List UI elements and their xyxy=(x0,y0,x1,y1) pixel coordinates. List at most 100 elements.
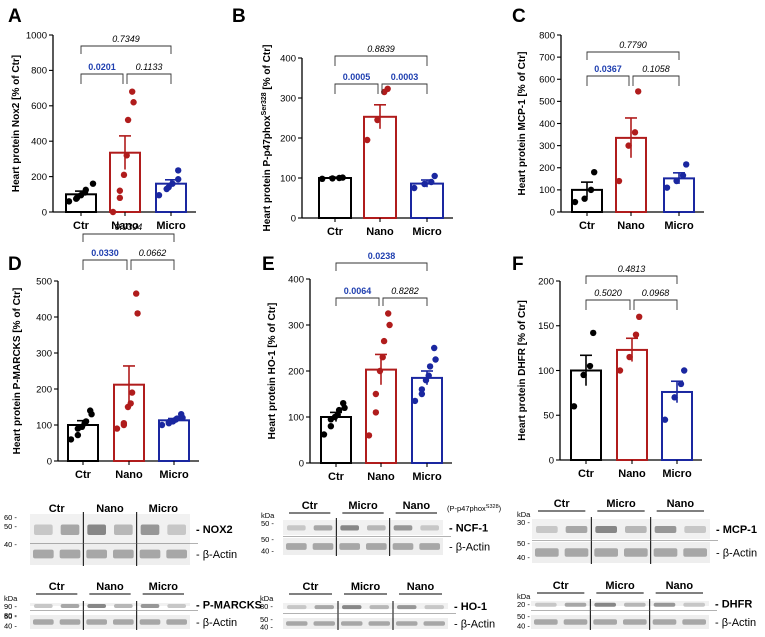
y-tick-label: 300 xyxy=(288,320,304,331)
p-value-label: 0.9394 xyxy=(115,222,143,232)
y-tick-label: 200 xyxy=(539,163,555,174)
blot-extra-sup: S328 xyxy=(486,504,499,510)
x-category-label: Nano xyxy=(367,471,395,483)
blot-panel-2: Ctr Micro Nano - NCF-1 - β-Actin (P-p47phoxS3… xyxy=(261,500,502,556)
significance-bracket xyxy=(334,55,428,66)
blot-lane-label: Ctr xyxy=(303,581,320,593)
blot-extra-main: (P-p47phox xyxy=(447,504,486,513)
p-value-label: 0.0238 xyxy=(368,251,396,261)
data-point-micro xyxy=(158,421,166,429)
y-axis-label: Heart protein DHFR [% of Ctr] xyxy=(517,300,528,441)
data-point-micro xyxy=(418,390,426,398)
blot-band xyxy=(139,549,161,559)
blot-actin-label: - β-Actin xyxy=(454,619,495,631)
x-category-label: Nano xyxy=(618,468,646,480)
data-point-ctr xyxy=(320,431,328,438)
data-point-nano xyxy=(128,389,136,396)
blot-ladder-mark: 30 - xyxy=(260,602,273,611)
blot-protein-strip xyxy=(532,519,710,539)
y-tick-label: 300 xyxy=(280,93,296,104)
y-tick-label: 200 xyxy=(31,172,47,183)
y-tick-label: 100 xyxy=(538,366,554,377)
data-point-nano xyxy=(386,321,393,329)
blot-band xyxy=(287,605,307,610)
x-category-label: Nano xyxy=(366,226,394,238)
chart-panel-C: C 0 100 200 300 400 500 600 700 800 Heart protein … xyxy=(512,6,704,232)
data-point-micro xyxy=(663,184,671,191)
blot-protein-strip xyxy=(30,603,190,606)
blot-band xyxy=(167,604,186,609)
data-point-micro xyxy=(661,416,669,423)
data-point-ctr xyxy=(590,329,597,337)
blot-band xyxy=(652,619,677,625)
data-point-micro xyxy=(432,356,439,363)
p-value-label: 0.0330 xyxy=(91,248,119,258)
data-point-micro xyxy=(677,380,685,388)
blot-band xyxy=(683,602,705,607)
blot-protein-strip xyxy=(531,601,709,606)
blot-ladder-mark: 50 - xyxy=(260,615,273,624)
blot-band xyxy=(313,525,333,531)
blot-band xyxy=(341,621,363,626)
data-point-nano xyxy=(109,208,117,216)
blot-band xyxy=(113,619,134,625)
blot-ladder-mark: 40 - xyxy=(4,540,17,549)
y-tick-label: 150 xyxy=(538,321,554,332)
blot-band xyxy=(595,526,617,533)
blot-band xyxy=(565,526,588,533)
p-value-label: 0.0201 xyxy=(88,62,116,72)
blot-ladder-mark: 20 - xyxy=(517,600,530,609)
panel-label: B xyxy=(232,6,246,27)
panel-label: A xyxy=(8,6,22,27)
y-tick-label: 200 xyxy=(36,384,52,395)
y-axis-label-tail: [% of Ctr] xyxy=(262,45,273,93)
chart-panel-A: A 0 200 400 600 800 1000 Heart protein Nox2 [% … xyxy=(8,6,196,232)
blot-band xyxy=(312,543,334,550)
blot-band xyxy=(396,621,418,626)
bar-ctr xyxy=(67,424,99,462)
blot-lane-label: Micro xyxy=(351,581,381,593)
y-tick-label: 200 xyxy=(288,366,304,377)
data-point-ctr xyxy=(82,418,90,425)
bar-micro xyxy=(661,390,693,462)
data-point-micro xyxy=(679,172,687,179)
y-tick-label: 300 xyxy=(539,141,555,152)
blot-protein-strip xyxy=(30,514,190,544)
significance-bracket xyxy=(633,299,678,310)
blot-extra-label: (P-p47phoxS328) xyxy=(447,504,502,513)
significance-bracket xyxy=(82,259,128,270)
data-point-nano xyxy=(379,354,386,361)
data-point-nano xyxy=(133,290,140,297)
data-point-nano xyxy=(635,88,642,95)
x-category-label: Micro xyxy=(159,469,189,481)
bar-micro xyxy=(411,376,443,464)
blot-band xyxy=(654,526,677,533)
blot-band xyxy=(140,524,160,535)
blot-actin-strip xyxy=(283,538,443,555)
blot-ladder-mark: 40 - xyxy=(260,622,273,631)
p-value-label: 0.4813 xyxy=(618,264,646,274)
data-point-nano xyxy=(365,432,373,439)
blot-band xyxy=(624,602,646,607)
x-category-label: Micro xyxy=(156,220,186,232)
blot-ladder-mark: 50 - xyxy=(517,612,530,621)
blot-band xyxy=(392,543,414,550)
blot-band xyxy=(314,605,334,610)
p-value-label: 0.7790 xyxy=(619,40,647,50)
y-tick-label: 400 xyxy=(31,137,47,148)
y-tick-label: 200 xyxy=(280,133,296,144)
y-tick-label: 800 xyxy=(31,66,47,77)
data-point-nano xyxy=(123,152,130,159)
data-point-micro xyxy=(671,394,678,401)
blot-band xyxy=(593,619,617,625)
blot-band xyxy=(86,619,107,625)
blot-ladder-mark: 50 - xyxy=(4,522,17,531)
blot-ladder-mark: 50 - xyxy=(261,519,274,528)
data-point-ctr xyxy=(570,403,578,410)
panel-label: F xyxy=(512,254,524,275)
data-point-ctr xyxy=(581,195,588,202)
data-point-micro xyxy=(411,184,418,192)
blot-band xyxy=(653,548,678,557)
